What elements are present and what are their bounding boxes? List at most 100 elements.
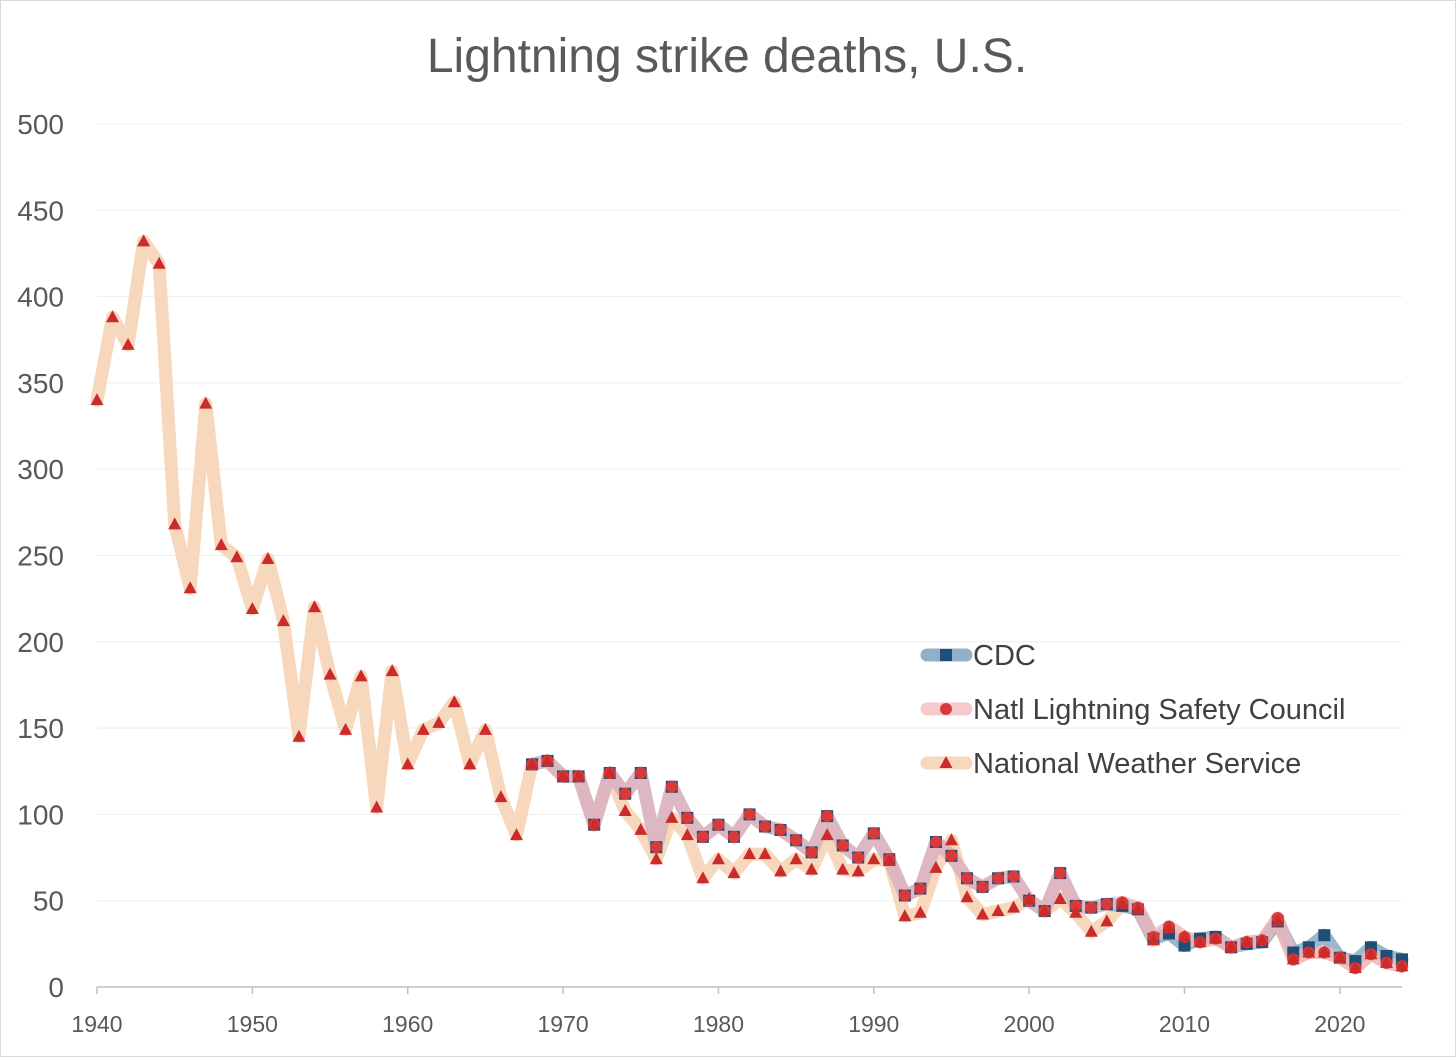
data-point-natl-lightning-safety-council bbox=[898, 889, 911, 902]
data-point-national-weather-service bbox=[432, 715, 446, 728]
legend-swatch-marker bbox=[939, 756, 953, 768]
data-point-national-weather-service bbox=[556, 769, 570, 782]
data-point-national-weather-service bbox=[1302, 945, 1316, 958]
data-point-national-weather-service bbox=[199, 396, 213, 409]
data-point-national-weather-service bbox=[1286, 952, 1300, 965]
y-tick-label: 400 bbox=[17, 282, 64, 313]
data-point-national-weather-service bbox=[463, 757, 477, 770]
data-point-national-weather-service bbox=[929, 860, 943, 873]
data-point-natl-lightning-safety-council bbox=[665, 780, 678, 793]
data-point-national-weather-service bbox=[137, 234, 151, 247]
y-axis-ticks: 0 50 100 150 200 250 300 350 400 450 500 bbox=[17, 109, 64, 1003]
data-point-national-weather-service bbox=[572, 769, 586, 782]
data-point-natl-lightning-safety-council bbox=[1085, 901, 1098, 914]
data-point-cdc bbox=[1318, 929, 1331, 942]
series-markers bbox=[90, 234, 1409, 975]
y-tick-label: 100 bbox=[17, 799, 64, 830]
legend-label: National Weather Service bbox=[973, 748, 1301, 780]
data-point-national-weather-service bbox=[385, 664, 399, 677]
data-point-national-weather-service bbox=[820, 828, 834, 841]
data-point-national-weather-service bbox=[152, 256, 166, 269]
gridlines bbox=[97, 123, 1402, 902]
data-point-national-weather-service bbox=[634, 822, 648, 835]
y-tick-label: 450 bbox=[17, 195, 64, 226]
data-point-national-weather-service bbox=[649, 852, 663, 865]
legend-label: CDC bbox=[973, 640, 1036, 672]
data-point-national-weather-service bbox=[851, 864, 865, 877]
data-point-natl-lightning-safety-council bbox=[1007, 870, 1020, 883]
data-point-national-weather-service bbox=[727, 866, 741, 879]
data-point-national-weather-service bbox=[711, 852, 725, 865]
y-tick-label: 50 bbox=[33, 886, 64, 917]
data-point-national-weather-service bbox=[1007, 900, 1021, 913]
data-point-natl-lightning-safety-council bbox=[696, 830, 709, 843]
data-point-natl-lightning-safety-council bbox=[743, 808, 756, 821]
data-point-national-weather-service bbox=[1271, 914, 1285, 927]
legend-label: Natl Lightning Safety Council bbox=[973, 694, 1345, 726]
data-point-natl-lightning-safety-council bbox=[619, 787, 632, 800]
y-tick-label: 300 bbox=[17, 454, 64, 485]
y-tick-label: 200 bbox=[17, 627, 64, 658]
data-point-national-weather-service bbox=[214, 538, 228, 551]
x-axis: 1940 1950 1960 1970 1980 1990 2000 2010 2020 bbox=[71, 986, 1402, 1037]
data-point-national-weather-service bbox=[991, 904, 1005, 917]
data-point-national-weather-service bbox=[1178, 929, 1191, 942]
data-point-natl-lightning-safety-council bbox=[976, 880, 989, 893]
data-point-natl-lightning-safety-council bbox=[805, 846, 818, 859]
y-tick-label: 350 bbox=[17, 368, 64, 399]
data-point-national-weather-service bbox=[913, 905, 927, 918]
data-point-national-weather-service bbox=[618, 803, 632, 816]
data-point-natl-lightning-safety-council bbox=[790, 834, 803, 847]
data-point-national-weather-service bbox=[1333, 950, 1347, 963]
data-point-national-weather-service bbox=[1038, 904, 1052, 917]
x-tick-label: 1970 bbox=[537, 1011, 588, 1037]
series-line-natl-lightning-safety-council bbox=[525, 754, 1409, 975]
data-point-natl-lightning-safety-council bbox=[1100, 898, 1113, 911]
data-point-national-weather-service bbox=[1364, 947, 1378, 960]
data-point-national-weather-service bbox=[944, 833, 958, 846]
legend-item-national-weather-service: National Weather Service bbox=[920, 748, 1301, 780]
data-point-national-weather-service bbox=[447, 695, 461, 708]
data-point-national-weather-service bbox=[416, 722, 430, 735]
x-tick-label: 1990 bbox=[848, 1011, 899, 1037]
data-point-national-weather-service bbox=[1379, 955, 1393, 968]
data-point-natl-lightning-safety-council bbox=[914, 882, 927, 895]
data-point-national-weather-service bbox=[774, 864, 788, 877]
data-point-national-weather-service bbox=[882, 854, 896, 867]
data-point-national-weather-service bbox=[789, 852, 803, 865]
data-point-natl-lightning-safety-council bbox=[681, 811, 694, 824]
data-point-national-weather-service bbox=[245, 602, 259, 615]
legend-swatch-marker bbox=[940, 649, 952, 661]
data-point-natl-lightning-safety-council bbox=[650, 841, 663, 854]
x-tick-label: 2010 bbox=[1159, 1011, 1210, 1037]
legend: CDC Natl Lightning Safety Council National… bbox=[920, 640, 1345, 780]
data-point-national-weather-service bbox=[168, 517, 182, 530]
data-point-natl-lightning-safety-council bbox=[774, 823, 787, 836]
data-point-national-weather-service bbox=[743, 847, 756, 860]
data-point-national-weather-service bbox=[805, 862, 819, 875]
data-point-natl-lightning-safety-council bbox=[634, 766, 647, 779]
data-point-national-weather-service bbox=[665, 810, 679, 823]
data-point-national-weather-service bbox=[478, 722, 492, 735]
data-point-national-weather-service bbox=[1255, 933, 1269, 946]
data-point-national-weather-service bbox=[1100, 914, 1114, 927]
x-tick-label: 1950 bbox=[227, 1011, 278, 1037]
legend-item-cdc: CDC bbox=[920, 640, 1036, 672]
data-point-natl-lightning-safety-council bbox=[961, 872, 973, 885]
data-point-national-weather-service bbox=[587, 817, 601, 830]
data-point-national-weather-service bbox=[106, 310, 120, 323]
data-point-national-weather-service bbox=[261, 551, 275, 564]
data-point-natl-lightning-safety-council bbox=[821, 810, 834, 823]
data-point-national-weather-service bbox=[401, 757, 415, 770]
data-point-national-weather-service bbox=[1022, 891, 1036, 904]
data-point-natl-lightning-safety-council bbox=[867, 827, 880, 840]
x-tick-label: 1940 bbox=[71, 1011, 122, 1037]
x-tick-label: 2020 bbox=[1314, 1011, 1365, 1037]
data-point-national-weather-service bbox=[292, 729, 306, 742]
data-point-natl-lightning-safety-council bbox=[759, 820, 772, 833]
data-point-national-weather-service bbox=[339, 722, 353, 735]
data-point-national-weather-service bbox=[494, 790, 508, 803]
data-point-national-weather-service bbox=[836, 862, 850, 875]
data-point-national-weather-service bbox=[541, 753, 555, 766]
